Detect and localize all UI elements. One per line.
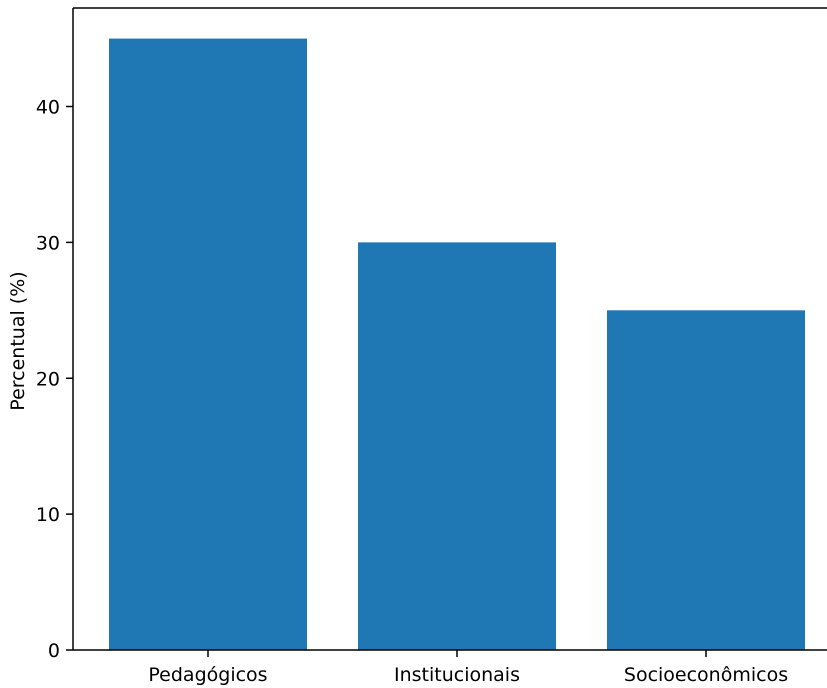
y-axis-label: Percentual (%) [7, 271, 29, 410]
y-tick-label: 40 [36, 97, 60, 119]
x-tick-label: Pedagógicos [148, 664, 267, 686]
y-ticks: 0 10 20 30 40 [36, 97, 73, 662]
bar-pedagógicos [109, 38, 307, 651]
x-tick-label: Institucionais [394, 664, 520, 686]
y-tick-label: 0 [48, 640, 60, 662]
y-tick-label: 20 [36, 368, 60, 390]
bar-institucionais [358, 242, 556, 650]
y-tick-label: 30 [36, 232, 60, 254]
x-tick-label: Socioeconômicos [624, 664, 788, 686]
bars-layer [109, 38, 805, 651]
bar-socioeconômicos [607, 310, 805, 650]
x-ticks: Pedagógicos Institucionais Socioeconômicos [148, 650, 788, 686]
axes-layer [72, 7, 827, 651]
y-tick-label: 10 [36, 504, 60, 526]
